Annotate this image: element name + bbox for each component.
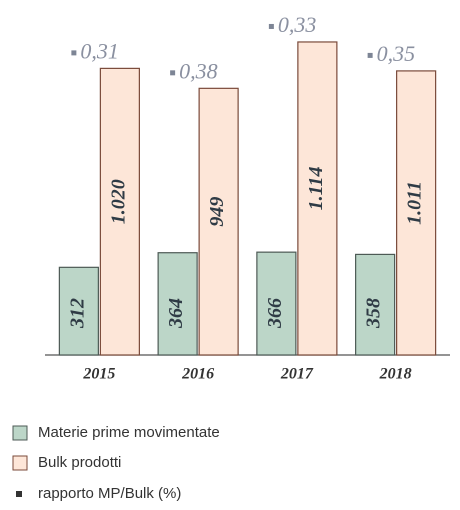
legend-label: Materie prime movimentate (38, 424, 220, 441)
legend-swatch (12, 425, 28, 441)
x-tick-label: 2015 (82, 366, 115, 383)
bar (355, 253, 396, 356)
bar (99, 67, 140, 356)
ratio-label: 0,31 (80, 38, 119, 63)
value-label: 312 (66, 298, 88, 329)
legend-label: rapporto MP/Bulk (%) (38, 485, 181, 502)
x-tick-label: 2016 (181, 366, 214, 383)
bar (58, 266, 99, 356)
bar (256, 251, 297, 356)
ratio-marker (268, 23, 274, 29)
ratio-marker (170, 70, 176, 76)
x-tick-label: 2018 (379, 366, 412, 383)
value-label: 1.020 (107, 179, 129, 224)
ratio-marker (367, 52, 373, 58)
bar (157, 252, 198, 356)
legend-swatch (16, 491, 22, 497)
ratio-label: 0,35 (377, 41, 416, 66)
value-label: 364 (165, 298, 187, 329)
value-label: 366 (264, 298, 286, 329)
bar (198, 87, 239, 356)
value-label: 949 (206, 197, 228, 227)
value-label: 1.114 (305, 167, 327, 211)
x-tick-label: 2017 (280, 366, 314, 383)
value-label: 358 (363, 298, 385, 329)
legend-swatch (12, 455, 28, 471)
bar (396, 70, 437, 356)
value-label: 1.011 (404, 181, 426, 225)
ratio-label: 0,38 (179, 58, 218, 83)
ratio-label: 0,33 (278, 12, 317, 37)
bar (297, 41, 338, 356)
ratio-marker (71, 50, 77, 56)
legend-label: Bulk prodotti (38, 454, 121, 471)
